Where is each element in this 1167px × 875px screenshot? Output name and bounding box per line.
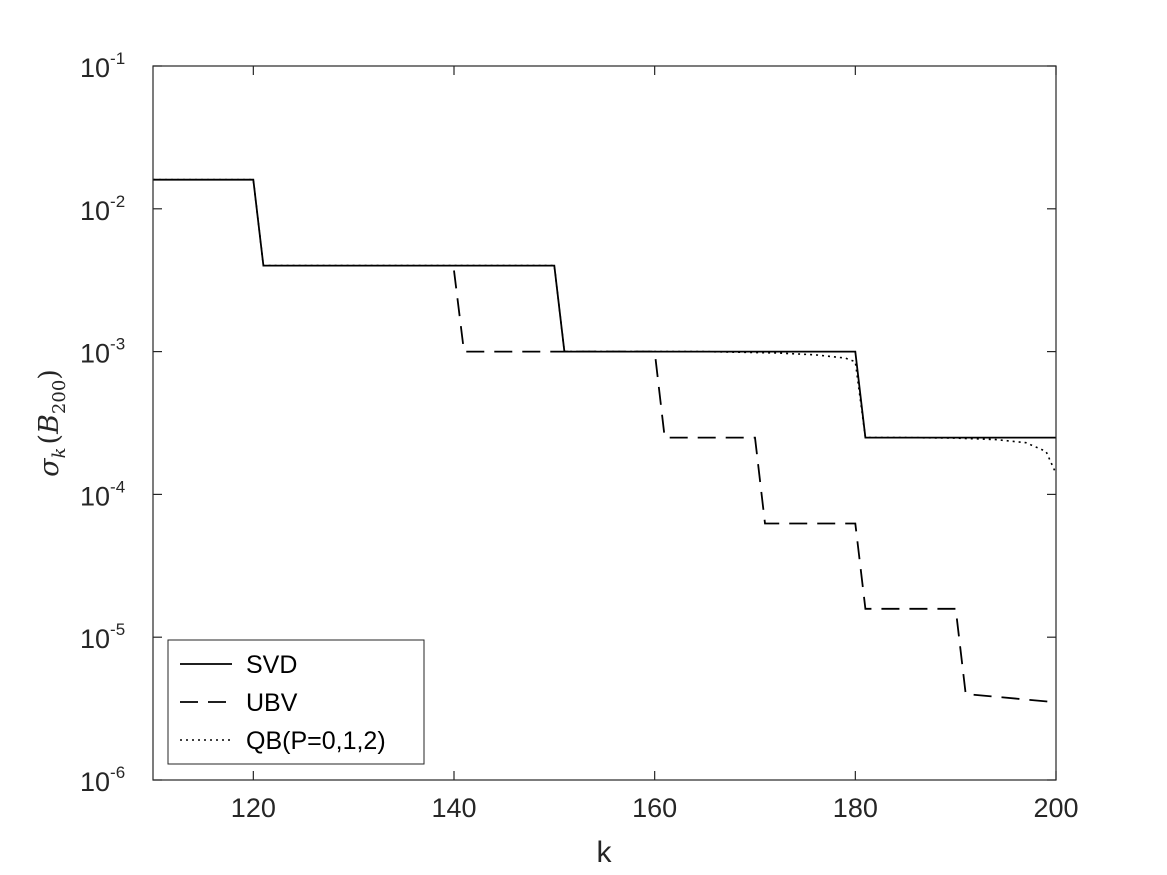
plot-frame: [152, 65, 1057, 781]
y-tick-labels: 10-6 10-5 10-4 10-3 10-2 10-1: [80, 49, 125, 797]
y-tick-label-0: 10-6: [80, 763, 125, 797]
y-axis-label: σk (B200): [34, 369, 70, 477]
legend-label-1: UBV: [246, 689, 298, 717]
y-tick-label-3: 10-3: [80, 335, 125, 369]
legend-label-0: SVD: [246, 651, 297, 679]
y-label-sigma: σ: [34, 457, 65, 477]
y-tick-label-2: 10-4: [80, 477, 125, 511]
legend: SVD UBV QB(P=0,1,2): [167, 639, 425, 765]
x-tick-label-3: 180: [833, 793, 878, 823]
y-label-arg-sub: 200: [49, 380, 70, 414]
legend-label-2: QB(P=0,1,2): [246, 727, 386, 755]
x-tick-label-2: 160: [632, 793, 677, 823]
x-tick-label-1: 140: [431, 793, 476, 823]
legend-items: SVD UBV QB(P=0,1,2): [180, 651, 386, 755]
x-axis-label: k: [597, 836, 613, 869]
y-label-sub: k: [49, 447, 70, 458]
series-ubv: [453, 270, 1057, 704]
y-tick-label-1: 10-5: [80, 620, 125, 654]
y-tick-label-5: 10-1: [80, 49, 125, 83]
y-tick-label-4: 10-2: [80, 192, 125, 226]
series-layer: [153, 178, 1057, 704]
x-tick-label-4: 200: [1033, 793, 1078, 823]
y-label-close-paren: ): [34, 369, 65, 380]
y-label-open-paren: (: [34, 434, 65, 445]
y-label-arg: B: [34, 414, 65, 435]
x-tick-labels: 120 140 160 180 200: [231, 793, 1079, 823]
x-tick-label-0: 120: [231, 793, 276, 823]
